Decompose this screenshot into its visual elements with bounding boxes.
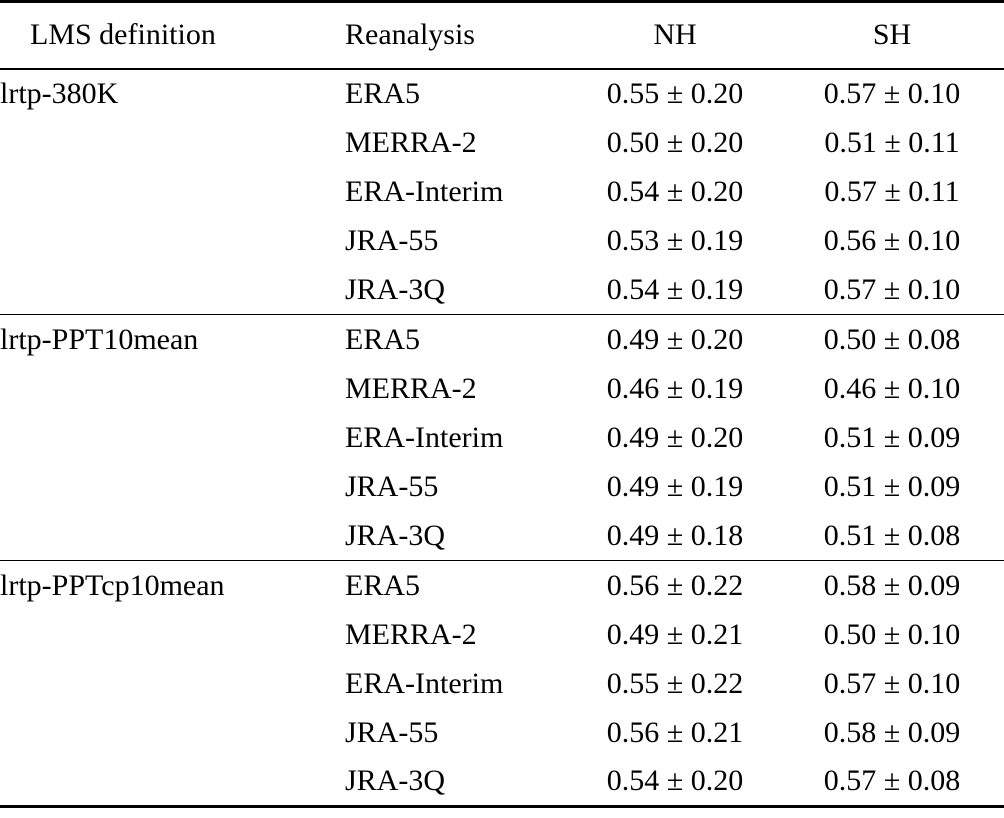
lms-definition-cell — [0, 414, 345, 463]
nh-value-cell: 0.49 ± 0.19 — [606, 470, 744, 503]
table-row: lrtp-PPT10mean ERA5 0.49 ± 0.20 0.50 ± 0… — [0, 315, 1004, 365]
table-row: ERA-Interim 0.55 ± 0.22 0.57 ± 0.10 — [0, 660, 1004, 709]
reanalysis-cell: ERA-Interim — [345, 667, 504, 700]
table-row: ERA-Interim 0.49 ± 0.20 0.51 ± 0.09 — [0, 414, 1004, 463]
nh-value-cell: 0.56 ± 0.21 — [606, 716, 744, 749]
sh-value-cell: 0.50 ± 0.08 — [823, 322, 961, 356]
sh-value-cell: 0.57 ± 0.10 — [823, 272, 961, 306]
table-row: JRA-55 0.53 ± 0.19 0.56 ± 0.10 — [0, 217, 1004, 266]
nh-value-cell: 0.56 ± 0.22 — [606, 568, 744, 602]
reanalysis-cell: MERRA-2 — [345, 126, 477, 159]
lms-definition-cell — [0, 266, 345, 315]
nh-value-cell: 0.54 ± 0.20 — [606, 175, 744, 208]
nh-value-cell: 0.49 ± 0.20 — [606, 421, 744, 454]
table-row: JRA-3Q 0.49 ± 0.18 0.51 ± 0.08 — [0, 512, 1004, 561]
nh-value-cell: 0.50 ± 0.20 — [606, 126, 744, 159]
sh-value-cell: 0.57 ± 0.11 — [824, 175, 960, 208]
lms-definition-cell — [0, 365, 345, 414]
reanalysis-cell: MERRA-2 — [345, 372, 477, 405]
reanalysis-cell: JRA-3Q — [345, 518, 446, 552]
group-lrtp-PPT10mean: lrtp-PPT10mean ERA5 0.49 ± 0.20 0.50 ± 0… — [0, 315, 1004, 561]
table-row: lrtp-380K ERA5 0.55 ± 0.20 0.57 ± 0.10 — [0, 69, 1004, 119]
sh-value-cell: 0.57 ± 0.08 — [823, 764, 961, 798]
sh-value-cell: 0.56 ± 0.10 — [823, 224, 961, 257]
reanalysis-cell: JRA-3Q — [345, 764, 446, 798]
table-row: JRA-55 0.49 ± 0.19 0.51 ± 0.09 — [0, 463, 1004, 512]
lms-definition-cell — [0, 758, 345, 807]
table-row: JRA-3Q 0.54 ± 0.20 0.57 ± 0.08 — [0, 758, 1004, 807]
table-row: JRA-3Q 0.54 ± 0.19 0.57 ± 0.10 — [0, 266, 1004, 315]
group-lrtp-PPTcp10mean: lrtp-PPTcp10mean ERA5 0.56 ± 0.22 0.58 ±… — [0, 561, 1004, 807]
column-header-sh: SH — [872, 18, 912, 52]
table-row: ERA-Interim 0.54 ± 0.20 0.57 ± 0.11 — [0, 168, 1004, 217]
lms-definition-cell: lrtp-PPTcp10mean — [0, 568, 225, 602]
sh-value-cell: 0.58 ± 0.09 — [823, 716, 961, 749]
nh-value-cell: 0.49 ± 0.21 — [606, 618, 744, 651]
sh-value-cell: 0.51 ± 0.11 — [824, 126, 960, 159]
sh-value-cell: 0.57 ± 0.10 — [823, 667, 961, 700]
reanalysis-cell: JRA-3Q — [345, 272, 446, 306]
reanalysis-cell: ERA5 — [345, 568, 420, 602]
lms-definition-cell — [0, 168, 345, 217]
reanalysis-cell: JRA-55 — [345, 224, 439, 257]
nh-value-cell: 0.49 ± 0.18 — [606, 518, 744, 552]
lms-definition-cell — [0, 512, 345, 561]
sh-value-cell: 0.58 ± 0.09 — [823, 568, 961, 602]
lms-definition-cell — [0, 463, 345, 512]
lms-definition-cell — [0, 119, 345, 168]
reanalysis-cell: JRA-55 — [345, 470, 439, 503]
nh-value-cell: 0.55 ± 0.22 — [606, 667, 744, 700]
lms-definition-cell — [0, 611, 345, 660]
reanalysis-cell: MERRA-2 — [345, 618, 477, 651]
table-row: MERRA-2 0.46 ± 0.19 0.46 ± 0.10 — [0, 365, 1004, 414]
sh-value-cell: 0.51 ± 0.09 — [823, 421, 961, 454]
sh-value-cell: 0.57 ± 0.10 — [823, 77, 961, 110]
reanalysis-cell: ERA-Interim — [345, 175, 504, 208]
column-header-reanalysis: Reanalysis — [345, 18, 475, 52]
table-row: lrtp-PPTcp10mean ERA5 0.56 ± 0.22 0.58 ±… — [0, 561, 1004, 611]
header-row: LMS definition Reanalysis NH SH — [0, 2, 1004, 69]
lms-definition-cell — [0, 709, 345, 758]
group-lrtp-380K: lrtp-380K ERA5 0.55 ± 0.20 0.57 ± 0.10 M… — [0, 69, 1004, 315]
sh-value-cell: 0.51 ± 0.09 — [823, 470, 961, 503]
table-row: MERRA-2 0.49 ± 0.21 0.50 ± 0.10 — [0, 611, 1004, 660]
column-header-lms-definition: LMS definition — [30, 18, 216, 52]
nh-value-cell: 0.53 ± 0.19 — [606, 224, 744, 257]
nh-value-cell: 0.54 ± 0.20 — [606, 764, 744, 798]
lms-definition-cell: lrtp-PPT10mean — [0, 322, 199, 356]
sh-value-cell: 0.46 ± 0.10 — [823, 372, 961, 405]
table-row: JRA-55 0.56 ± 0.21 0.58 ± 0.09 — [0, 709, 1004, 758]
nh-value-cell: 0.54 ± 0.19 — [606, 272, 744, 306]
reanalysis-cell: ERA5 — [345, 77, 420, 110]
sh-value-cell: 0.50 ± 0.10 — [823, 618, 961, 651]
reanalysis-cell: JRA-55 — [345, 716, 439, 749]
lms-definition-cell: lrtp-380K — [0, 77, 119, 110]
reanalysis-cell: ERA-Interim — [345, 421, 504, 454]
column-header-nh: NH — [653, 18, 697, 52]
table-header: LMS definition Reanalysis NH SH — [0, 2, 1004, 69]
nh-value-cell: 0.46 ± 0.19 — [606, 372, 744, 405]
lms-definition-cell — [0, 660, 345, 709]
nh-value-cell: 0.49 ± 0.20 — [606, 322, 744, 356]
table-row: MERRA-2 0.50 ± 0.20 0.51 ± 0.11 — [0, 119, 1004, 168]
sh-value-cell: 0.51 ± 0.08 — [823, 518, 961, 552]
nh-value-cell: 0.55 ± 0.20 — [606, 77, 744, 110]
reanalysis-cell: ERA5 — [345, 322, 420, 356]
lms-definition-cell — [0, 217, 345, 266]
